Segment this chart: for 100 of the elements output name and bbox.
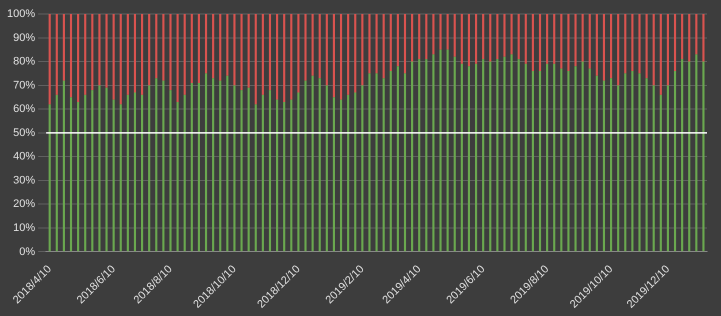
bar <box>248 88 250 252</box>
bar <box>105 88 108 252</box>
bar <box>532 71 534 252</box>
bar <box>148 14 150 86</box>
bar <box>404 14 406 74</box>
bar <box>283 14 286 102</box>
bar <box>304 14 307 81</box>
bar <box>48 14 51 104</box>
bar <box>361 85 364 252</box>
bar <box>226 14 228 76</box>
bar <box>212 78 214 252</box>
bar <box>268 14 272 90</box>
bar <box>240 90 243 252</box>
bar <box>376 14 378 74</box>
bar <box>169 90 172 252</box>
bar <box>77 102 80 252</box>
bar <box>120 104 122 252</box>
bar <box>702 62 705 252</box>
bar <box>84 14 86 95</box>
bar <box>553 14 556 64</box>
bar <box>290 100 292 252</box>
bar <box>510 14 513 54</box>
bar <box>695 54 698 252</box>
bar <box>98 85 100 252</box>
bar <box>262 94 264 252</box>
bar <box>660 94 662 252</box>
bar <box>354 14 356 92</box>
bar <box>148 85 150 252</box>
bar <box>503 14 506 57</box>
bar <box>56 14 58 95</box>
bar <box>666 14 669 86</box>
bar <box>582 14 584 62</box>
bar <box>134 92 136 252</box>
bar <box>368 14 371 74</box>
bar <box>91 90 94 252</box>
bar <box>190 82 193 252</box>
bar <box>347 94 350 252</box>
bar <box>332 97 335 252</box>
y-tick-label: 0% <box>19 246 36 258</box>
bar <box>219 80 222 252</box>
bar <box>248 14 250 88</box>
bar <box>524 14 527 64</box>
y-tick-label: 50% <box>13 126 36 139</box>
bar <box>141 14 144 95</box>
bar <box>318 78 321 252</box>
bar <box>624 73 626 252</box>
bar <box>354 92 356 252</box>
bar <box>454 14 456 57</box>
bar <box>617 14 620 86</box>
bar <box>681 59 684 252</box>
bar <box>553 64 556 252</box>
bar <box>312 76 314 252</box>
bar <box>688 14 690 62</box>
bar <box>390 14 392 72</box>
bar <box>538 71 542 252</box>
y-tick-label: 90% <box>13 32 36 44</box>
bar <box>70 14 72 98</box>
bar <box>652 85 655 252</box>
y-tick-label: 70% <box>13 79 36 92</box>
bar <box>126 14 129 95</box>
bar <box>518 59 520 252</box>
bar <box>162 80 164 252</box>
bar <box>62 14 65 81</box>
bar <box>660 14 662 95</box>
bar <box>84 94 86 252</box>
bar <box>254 104 257 252</box>
bar <box>176 102 179 252</box>
bar <box>446 50 449 252</box>
bar <box>198 14 200 83</box>
bar <box>98 14 100 86</box>
bar <box>340 14 342 100</box>
bar <box>646 14 648 78</box>
bar <box>482 14 484 60</box>
bar <box>602 14 606 81</box>
bar <box>646 78 648 252</box>
bar <box>332 14 335 98</box>
bar <box>411 62 414 252</box>
bar <box>474 64 478 252</box>
bar <box>688 62 690 252</box>
bar <box>204 73 208 252</box>
bar <box>482 59 484 252</box>
bar <box>638 14 641 74</box>
bar <box>631 71 634 252</box>
bar <box>411 14 414 62</box>
bar <box>560 68 562 252</box>
bar <box>674 14 676 72</box>
bar <box>631 14 634 72</box>
bar <box>240 14 243 90</box>
bar <box>48 104 51 252</box>
bar <box>198 82 200 252</box>
bar <box>126 94 129 252</box>
bar <box>77 14 80 102</box>
bar <box>460 64 463 252</box>
bar <box>361 14 364 86</box>
bar <box>489 62 492 252</box>
bar <box>546 14 548 64</box>
bar <box>340 100 342 252</box>
bar <box>439 14 442 50</box>
bar <box>134 14 136 92</box>
bar <box>596 76 598 252</box>
